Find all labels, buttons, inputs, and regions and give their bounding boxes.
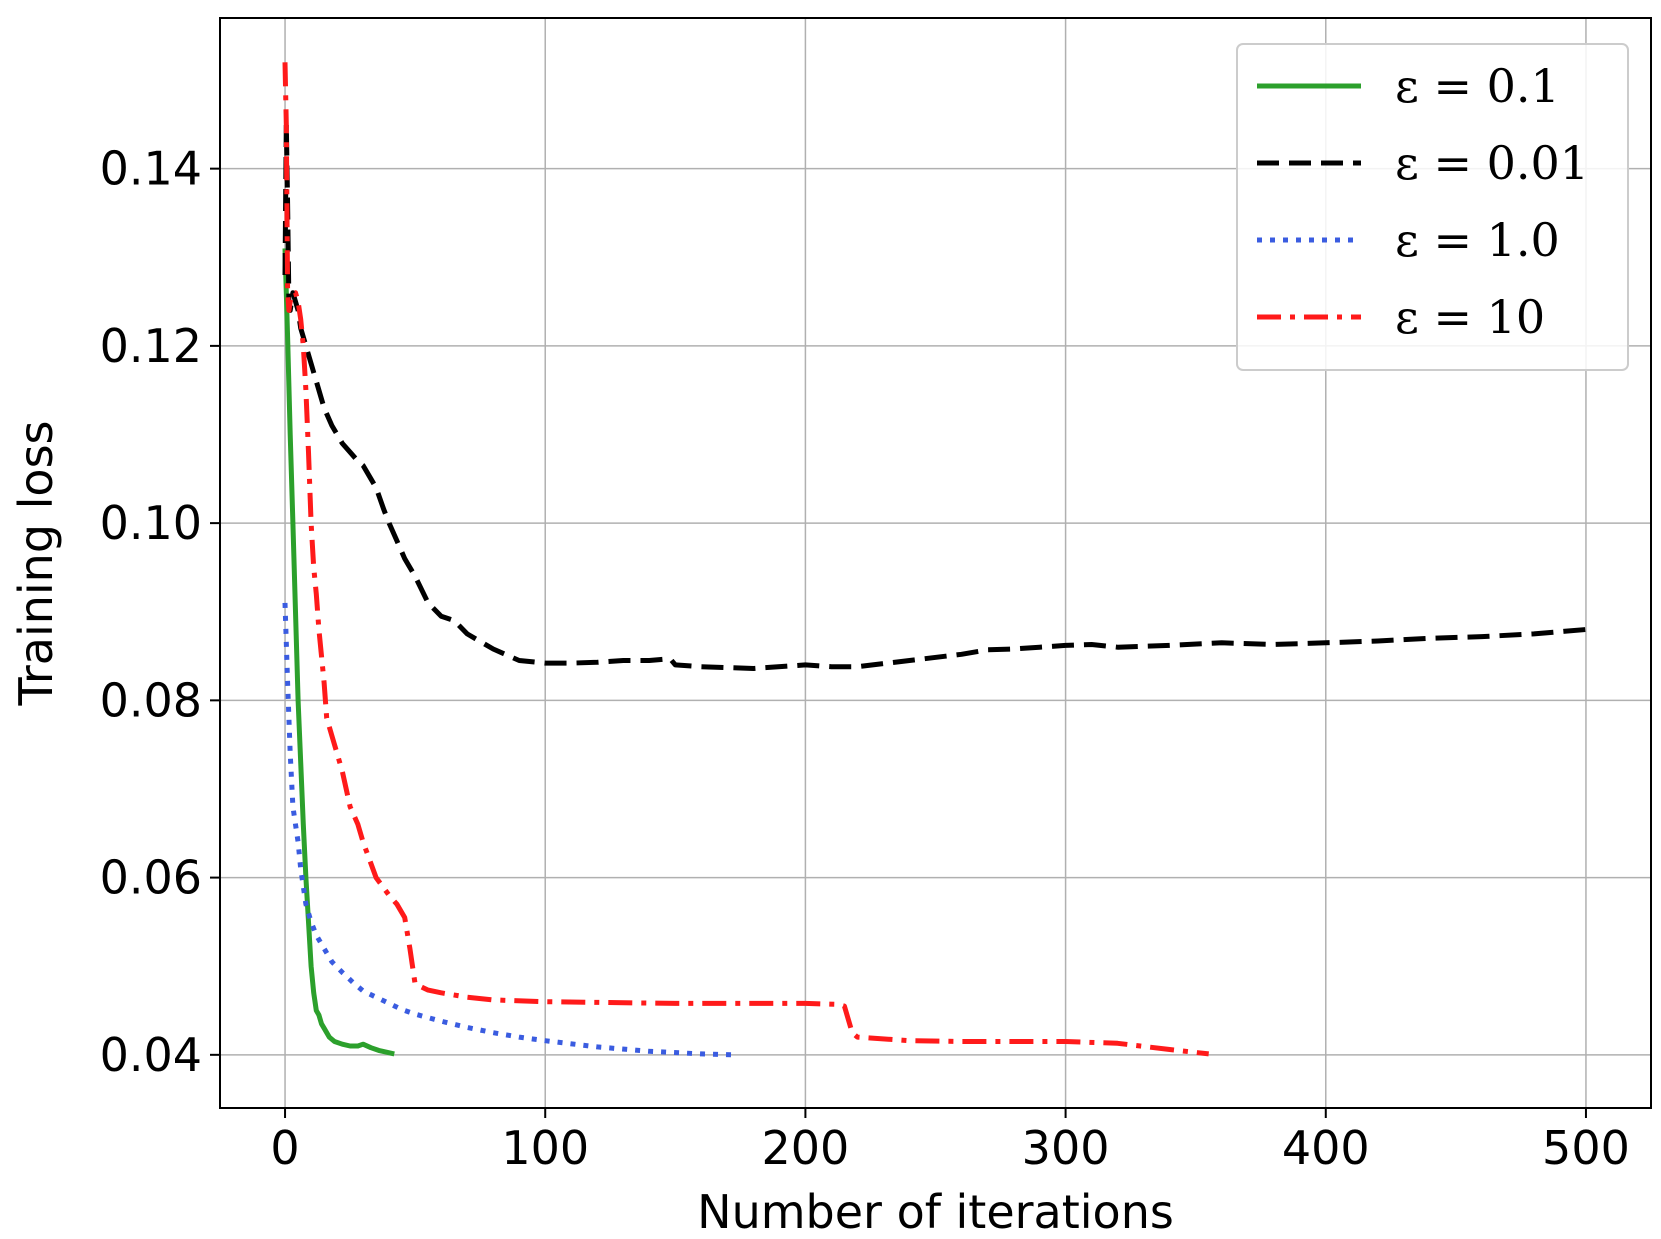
legend-box [1236,43,1629,371]
legend-label-3: ε = 10 [1395,290,1545,344]
x-tick-label: 300 [1022,1121,1110,1175]
x-tick-label: 200 [762,1121,850,1175]
y-tick-label: 0.10 [100,496,202,550]
y-tick-label: 0.14 [100,142,202,196]
series-line-3 [282,62,1209,1057]
legend: ε = 0.1 ε = 0.01 ε = 1.0 ε = 10 [1236,43,1629,371]
x-tick-label: 400 [1282,1121,1370,1175]
axis-ticks: 0 100 200 300 400 500 0.04 0.06 0.08 0.10 0.12 0.14 [100,142,1630,1175]
series-line-0 [282,248,395,1057]
legend-label-0: ε = 0.1 [1395,59,1560,113]
y-tick-label: 0.06 [100,851,202,905]
x-tick-label: 500 [1542,1121,1630,1175]
y-tick-label: 0.12 [100,319,202,373]
y-tick-label: 0.04 [100,1028,202,1082]
x-tick-label: 100 [501,1121,589,1175]
legend-label-1: ε = 0.01 [1395,136,1589,190]
series-line-1 [282,121,1587,671]
legend-label-2: ε = 1.0 [1395,213,1560,267]
y-axis-title: Training loss [9,421,63,707]
x-axis-title: Number of iterations [697,1185,1174,1239]
x-tick-label: 0 [270,1121,299,1175]
series-lines [282,62,1587,1058]
plot-frame [219,17,1652,1109]
y-tick-label: 0.08 [100,673,202,727]
